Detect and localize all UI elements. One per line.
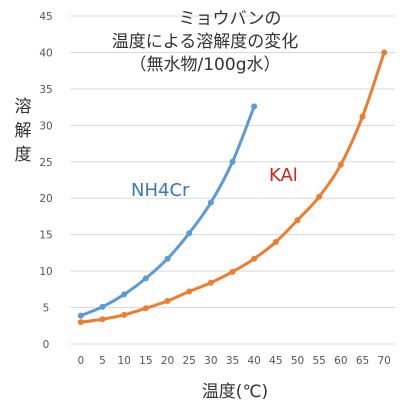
y-tick-labels: 0 5 10 15 20 25 30 35 40 45: [39, 11, 52, 351]
x-tick-label-5: 5: [99, 355, 106, 367]
data-point-kal-60: [337, 161, 344, 168]
x-tick-label-20: 20: [161, 355, 174, 367]
x-tick-label-25: 25: [182, 355, 195, 367]
series-line-kal: [79, 50, 386, 324]
y-axis-label-char-2: 解: [15, 121, 32, 141]
x-tick-label-55: 55: [312, 355, 325, 367]
x-axis-label: 温度(℃): [202, 382, 268, 402]
y-tick-label-30: 30: [39, 120, 52, 132]
x-tick-label-40: 40: [247, 355, 260, 367]
chart-title-line-1: ミョウバンの: [179, 9, 282, 29]
x-tick-label-65: 65: [356, 355, 369, 367]
x-tick-label-45: 45: [269, 355, 282, 367]
data-point-kal-10: [121, 311, 128, 318]
y-tick-label-20: 20: [39, 193, 52, 205]
y-axis-label-char-3: 度: [15, 145, 32, 165]
data-point-kal-30: [207, 279, 214, 286]
data-point-kal-0: [77, 319, 84, 326]
y-tick-label-15: 15: [39, 230, 52, 242]
chart-title-line-2: 温度による溶解度の変化: [112, 32, 299, 52]
y-tick-label-10: 10: [39, 266, 52, 278]
data-point-kal-40: [251, 255, 258, 262]
data-point-kal-25: [186, 288, 193, 295]
x-tick-label-0: 0: [77, 355, 84, 367]
data-point-kal-15: [142, 305, 149, 312]
x-tick-label-70: 70: [377, 355, 390, 367]
x-tick-label-10: 10: [117, 355, 130, 367]
y-tick-label-25: 25: [39, 157, 52, 169]
data-point-kal-35: [229, 268, 236, 275]
data-point-nh4cr-10: [121, 291, 128, 298]
y-axis-label-char-1: 溶: [15, 97, 32, 117]
x-tick-label-60: 60: [334, 355, 347, 367]
x-tick-label-50: 50: [291, 355, 304, 367]
data-point-kal-50: [294, 217, 301, 224]
data-point-nh4cr-15: [142, 275, 149, 282]
series-line-nh4cr: [79, 104, 256, 318]
data-point-nh4cr-30: [207, 199, 214, 206]
series-label-nh4cr: NH4Cr: [131, 180, 190, 201]
y-tick-label-40: 40: [39, 47, 52, 59]
data-point-kal-20: [164, 297, 171, 304]
y-tick-label-0: 0: [43, 339, 50, 351]
data-point-kal-5: [99, 316, 106, 323]
x-tick-label-30: 30: [204, 355, 217, 367]
series-label-kal: KAl: [269, 165, 298, 186]
x-tick-label-15: 15: [139, 355, 152, 367]
data-point-nh4cr-0: [77, 312, 84, 319]
data-point-kal-55: [316, 193, 323, 200]
x-tick-label-35: 35: [226, 355, 239, 367]
data-point-nh4cr-5: [99, 303, 106, 310]
data-point-kal-45: [272, 238, 279, 245]
y-tick-label-35: 35: [39, 84, 52, 96]
data-point-nh4cr-25: [186, 230, 193, 237]
chart-title-line-3: （無水物/100g水）: [130, 55, 281, 75]
data-point-nh4cr-35: [229, 158, 236, 165]
y-tick-label-45: 45: [39, 11, 52, 23]
data-point-nh4cr-40: [251, 103, 258, 110]
x-tick-labels: 0 5 10 15 20 25 30 35 40 45 50 55 60 65 70: [77, 355, 390, 367]
data-point-nh4cr-20: [164, 255, 171, 262]
series-group: [77, 49, 388, 326]
data-point-kal-65: [359, 113, 366, 120]
y-tick-label-5: 5: [43, 303, 50, 315]
data-point-kal-70: [381, 49, 388, 56]
